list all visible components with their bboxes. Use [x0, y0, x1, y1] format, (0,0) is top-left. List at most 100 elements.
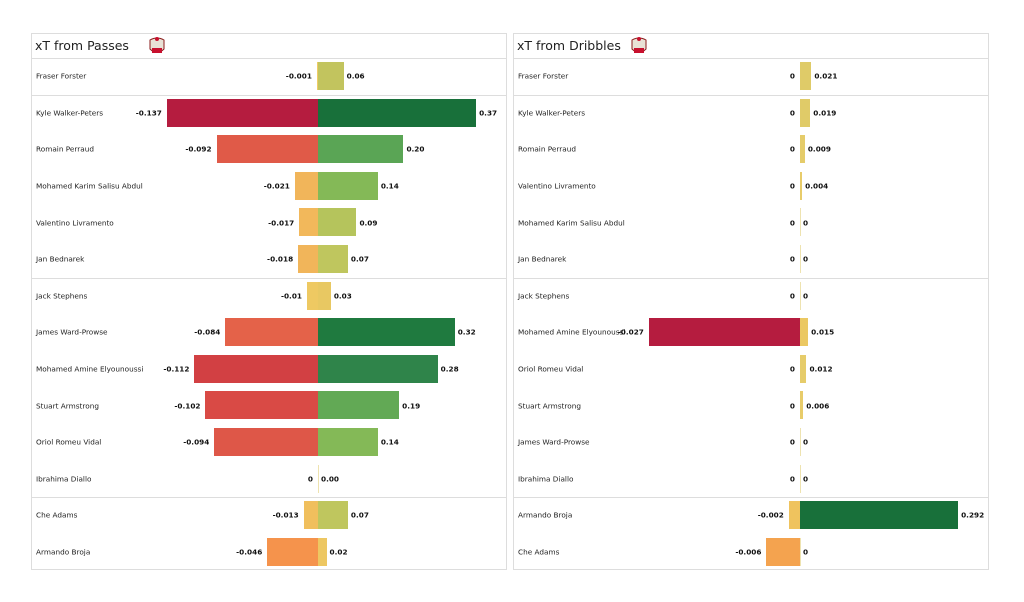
positive-value-label: 0.07: [350, 254, 369, 264]
negative-value-label: -0.027: [617, 327, 644, 337]
player-name: Romain Perraud: [36, 144, 94, 154]
positive-value-label: 0: [803, 437, 809, 447]
player-row: Ibrahima Diallo 0 0.00: [32, 461, 506, 498]
positive-value-label: 0.00: [321, 474, 340, 484]
positive-bar: [800, 354, 807, 383]
negative-bar: [648, 318, 800, 347]
negative-value-label: 0: [789, 437, 795, 447]
player-row: Valentino Livramento 0 0.004: [514, 168, 988, 205]
player-name: Armando Broja: [36, 547, 91, 557]
negative-bar: [766, 537, 800, 566]
positive-bar: [318, 428, 378, 456]
positive-bar: [800, 391, 804, 420]
player-row: Romain Perraud -0.092 0.20: [32, 131, 506, 168]
negative-value-label: -0.001: [285, 71, 312, 81]
positive-value-label: 0.019: [813, 108, 837, 118]
player-name: Ibrahima Diallo: [36, 474, 92, 484]
positive-value-label: 0.009: [807, 144, 831, 154]
player-row: James Ward-Prowse -0.084 0.32: [32, 314, 506, 351]
player-row: Mohamed Amine Elyounoussi -0.027 0.015: [514, 314, 988, 351]
positive-value-label: 0.03: [333, 291, 352, 301]
player-name: Mohamed Karim Salisu Abdul: [36, 181, 143, 191]
player-row: Armando Broja -0.002 0.292: [514, 497, 988, 534]
negative-value-label: -0.112: [163, 364, 190, 374]
player-row: Ibrahima Diallo 0 0: [514, 461, 988, 498]
player-name: Fraser Forster: [36, 71, 87, 81]
club-crest-icon: [149, 37, 165, 53]
player-name: Mohamed Amine Elyounoussi: [36, 364, 144, 374]
negative-bar: [194, 354, 318, 383]
player-row: Jan Bednarek -0.018 0.07: [32, 241, 506, 278]
negative-bar: [216, 135, 318, 164]
dribbles-panel: xT from Dribbles Fraser Forster 0 0.021 Kyl…: [513, 33, 989, 570]
positive-value-label: 0.32: [457, 327, 476, 337]
positive-value-label: 0.012: [809, 364, 833, 374]
player-name: Jan Bednarek: [36, 254, 85, 264]
negative-value-label: -0.046: [236, 547, 263, 557]
player-row: Fraser Forster 0 0.021: [514, 58, 988, 95]
zero-axis: [318, 464, 319, 493]
player-name: Oriol Romeu Vidal: [518, 364, 584, 374]
negative-value-label: -0.01: [280, 291, 302, 301]
positive-bar: [800, 318, 809, 347]
negative-bar: [267, 537, 318, 566]
zero-axis: [800, 537, 801, 566]
positive-bar: [318, 391, 400, 420]
player-row: Stuart Armstrong 0 0.006: [514, 387, 988, 424]
positive-value-label: 0.015: [811, 327, 835, 337]
panel-header: xT from Passes: [32, 34, 506, 59]
group-divider: [514, 497, 988, 499]
player-row: Valentino Livramento -0.017 0.09: [32, 204, 506, 241]
player-name: Jack Stephens: [36, 291, 88, 301]
negative-bar: [214, 428, 318, 456]
positive-bar: [318, 245, 348, 273]
negative-bar: [299, 208, 318, 237]
player-row: Oriol Romeu Vidal 0 0.012: [514, 351, 988, 388]
negative-bar: [316, 62, 318, 90]
negative-value-label: 0: [789, 218, 795, 228]
panel-title: xT from Dribbles: [517, 38, 621, 53]
negative-value-label: -0.017: [268, 218, 295, 228]
player-name: Kyle Walker-Peters: [36, 108, 104, 118]
player-name: Jack Stephens: [518, 291, 570, 301]
negative-value-label: 0: [789, 108, 795, 118]
negative-value-label: 0: [307, 474, 313, 484]
positive-value-label: 0: [803, 254, 809, 264]
positive-value-label: 0.02: [329, 547, 348, 557]
player-name: Stuart Armstrong: [36, 401, 99, 411]
positive-value-label: 0: [803, 218, 809, 228]
player-row: Mohamed Karim Salisu Abdul 0 0: [514, 204, 988, 241]
positive-value-label: 0.292: [961, 510, 985, 520]
player-row: James Ward-Prowse 0 0: [514, 424, 988, 461]
negative-value-label: -0.084: [194, 327, 221, 337]
negative-value-label: -0.002: [757, 510, 784, 520]
player-row: Che Adams -0.006 0: [514, 534, 988, 571]
positive-value-label: 0.20: [406, 144, 425, 154]
zero-axis: [800, 428, 801, 456]
player-row: Armando Broja -0.046 0.02: [32, 534, 506, 571]
positive-bar: [318, 501, 348, 530]
club-crest-icon: [631, 37, 647, 53]
negative-value-label: -0.137: [135, 108, 162, 118]
player-row: Stuart Armstrong -0.102 0.19: [32, 387, 506, 424]
negative-value-label: 0: [789, 474, 795, 484]
negative-value-label: -0.094: [183, 437, 210, 447]
negative-value-label: -0.021: [263, 181, 290, 191]
player-row: Romain Perraud 0 0.009: [514, 131, 988, 168]
group-divider: [514, 94, 988, 96]
player-name: Ibrahima Diallo: [518, 474, 574, 484]
player-name: James Ward-Prowse: [36, 327, 108, 337]
zero-axis: [800, 245, 801, 273]
positive-bar: [800, 62, 812, 90]
positive-value-label: 0.19: [402, 401, 421, 411]
negative-bar: [303, 501, 318, 530]
player-row: Mohamed Karim Salisu Abdul -0.021 0.14: [32, 168, 506, 205]
negative-value-label: 0: [789, 254, 795, 264]
player-row: Kyle Walker-Peters 0 0.019: [514, 95, 988, 132]
positive-bar: [318, 354, 438, 383]
zero-axis: [800, 208, 801, 237]
player-name: Che Adams: [518, 547, 560, 557]
group-divider: [32, 277, 506, 279]
positive-value-label: 0.14: [380, 181, 399, 191]
player-name: Mohamed Karim Salisu Abdul: [518, 218, 625, 228]
